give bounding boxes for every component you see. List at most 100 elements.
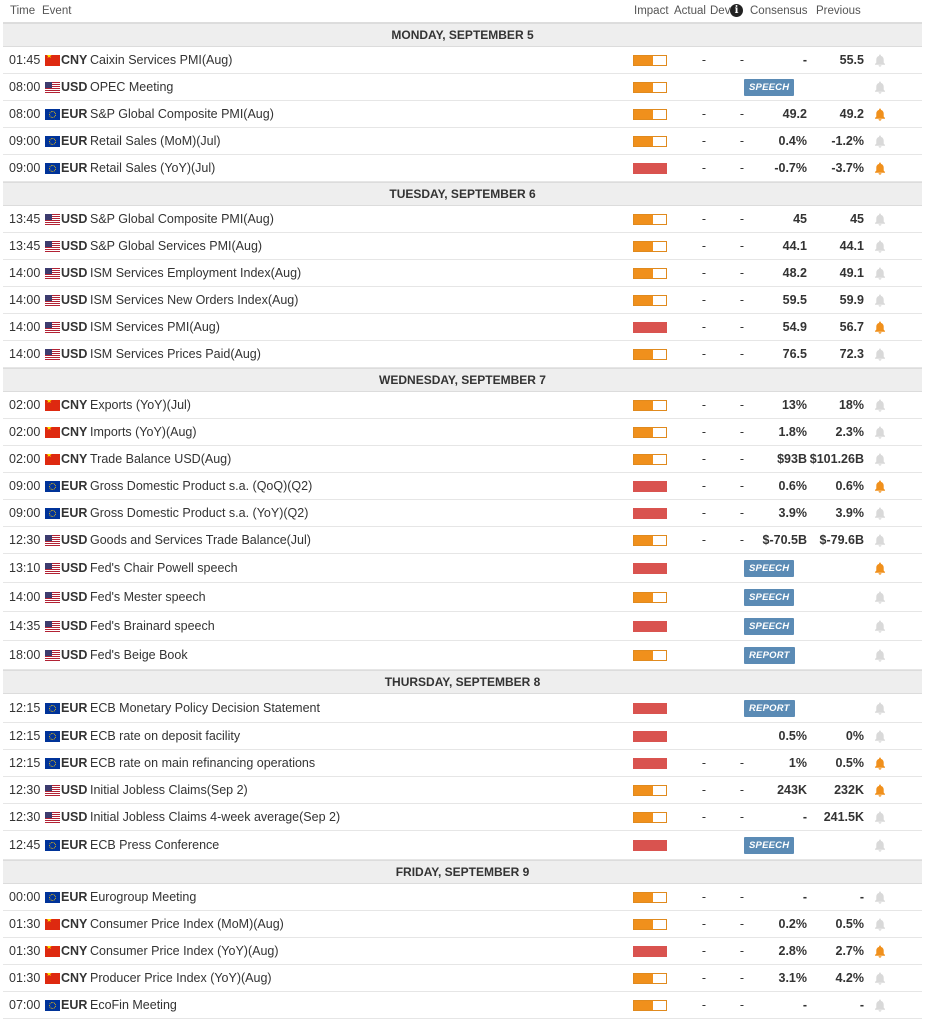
info-icon[interactable]: i <box>730 4 743 17</box>
bell-icon[interactable] <box>874 972 886 985</box>
bell-icon[interactable] <box>874 507 886 520</box>
bell-icon[interactable] <box>874 135 886 148</box>
bell-icon[interactable] <box>874 811 886 824</box>
bell-icon[interactable] <box>874 891 886 904</box>
bell-icon[interactable] <box>874 348 886 361</box>
event-name[interactable]: ISM Services PMI(Aug) <box>90 320 220 334</box>
bell-icon[interactable] <box>874 213 886 226</box>
speech-badge[interactable]: SPEECH <box>744 559 795 577</box>
event-name[interactable]: Fed's Beige Book <box>90 648 188 662</box>
bell-icon[interactable] <box>874 945 886 958</box>
event-name[interactable]: ECB Monetary Policy Decision Statement <box>90 701 320 715</box>
event-name[interactable]: Eurogroup Meeting <box>90 890 197 904</box>
event-name[interactable]: Goods and Services Trade Balance(Jul) <box>90 533 311 547</box>
speech-badge[interactable]: SPEECH <box>744 588 795 606</box>
event-name[interactable]: Caixin Services PMI(Aug) <box>90 53 233 67</box>
speech-badge[interactable]: SPEECH <box>744 78 795 96</box>
bell-icon[interactable] <box>874 649 886 662</box>
table-row[interactable]: 14:35 USD Fed's Brainard speech SPEECH <box>3 612 922 641</box>
event-name[interactable]: Gross Domestic Product s.a. (YoY)(Q2) <box>90 506 309 520</box>
event-name[interactable]: Gross Domestic Product s.a. (QoQ)(Q2) <box>90 479 313 493</box>
bell-icon[interactable] <box>874 562 886 575</box>
bell-icon[interactable] <box>874 294 886 307</box>
event-name[interactable]: Imports (YoY)(Aug) <box>90 425 197 439</box>
bell-icon[interactable] <box>874 702 886 715</box>
event-name[interactable]: ECB Press Conference <box>90 838 220 852</box>
table-row[interactable]: 09:00 EUR Retail Sales (MoM)(Jul) - - 0.4% -1.… <box>3 128 922 155</box>
bell-icon[interactable] <box>874 321 886 334</box>
event-name[interactable]: Fed's Mester speech <box>90 590 206 604</box>
bell-icon[interactable] <box>874 591 886 604</box>
header-event[interactable]: Event <box>42 5 72 17</box>
event-name[interactable]: EcoFin Meeting <box>90 998 177 1012</box>
bell-icon[interactable] <box>874 999 886 1012</box>
event-name[interactable]: Consumer Price Index (YoY)(Aug) <box>90 944 279 958</box>
header-previous[interactable]: Previous <box>816 5 861 17</box>
header-time[interactable]: Time <box>10 5 36 17</box>
table-row[interactable]: 12:45 EUR ECB Press Conference SPEECH <box>3 831 922 860</box>
speech-badge[interactable]: SPEECH <box>744 617 795 635</box>
bell-icon[interactable] <box>874 839 886 852</box>
table-row[interactable]: 13:45 USD S&P Global Composite PMI(Aug) - - 4… <box>3 206 922 233</box>
event-name[interactable]: Initial Jobless Claims 4-week average(Se… <box>90 810 341 824</box>
bell-icon[interactable] <box>874 534 886 547</box>
event-name[interactable]: ISM Services New Orders Index(Aug) <box>90 293 299 307</box>
event-name[interactable]: Fed's Brainard speech <box>90 619 215 633</box>
event-name[interactable]: Retail Sales (MoM)(Jul) <box>90 134 221 148</box>
event-name[interactable]: S&P Global Composite PMI(Aug) <box>90 107 274 121</box>
report-badge[interactable]: REPORT <box>744 699 795 717</box>
bell-icon[interactable] <box>874 399 886 412</box>
bell-icon[interactable] <box>874 784 886 797</box>
event-name[interactable]: ISM Services Employment Index(Aug) <box>90 266 302 280</box>
report-badge[interactable]: REPORT <box>744 646 795 664</box>
event-name[interactable]: OPEC Meeting <box>90 80 174 94</box>
table-row[interactable]: 14:00 USD ISM Services Prices Paid(Aug) - - 7… <box>3 341 922 368</box>
event-name[interactable]: Initial Jobless Claims(Sep 2) <box>90 783 248 797</box>
table-row[interactable]: 08:00 USD OPEC Meeting SPEECH <box>3 74 922 101</box>
header-actual[interactable]: Actual <box>674 5 706 17</box>
event-name[interactable]: Producer Price Index (YoY)(Aug) <box>90 971 272 985</box>
table-row[interactable]: 07:00 EUR EcoFin Meeting - - - - <box>3 992 922 1019</box>
table-row[interactable]: 14:00 USD ISM Services New Orders Index(Au… <box>3 287 922 314</box>
event-name[interactable]: Fed's Chair Powell speech <box>90 561 238 575</box>
event-name[interactable]: Trade Balance USD(Aug) <box>90 452 232 466</box>
table-row[interactable]: 12:15 EUR ECB rate on deposit facility 0.5%… <box>3 723 922 750</box>
table-row[interactable]: 12:30 USD Initial Jobless Claims(Sep 2) - - 2… <box>3 777 922 804</box>
bell-icon[interactable] <box>874 757 886 770</box>
table-row[interactable]: 18:00 USD Fed's Beige Book REPORT <box>3 641 922 670</box>
table-row[interactable]: 00:00 EUR Eurogroup Meeting - - - - <box>3 884 922 911</box>
bell-icon[interactable] <box>874 267 886 280</box>
table-row[interactable]: 14:00 USD Fed's Mester speech SPEECH <box>3 583 922 612</box>
table-row[interactable]: 09:00 EUR Gross Domestic Product s.a. (QoQ… <box>3 473 922 500</box>
bell-icon[interactable] <box>874 426 886 439</box>
bell-icon[interactable] <box>874 453 886 466</box>
event-name[interactable]: Retail Sales (YoY)(Jul) <box>90 161 216 175</box>
bell-icon[interactable] <box>874 54 886 67</box>
event-name[interactable]: ECB rate on deposit facility <box>90 729 241 743</box>
table-row[interactable]: 14:00 USD ISM Services Employment Index(Au… <box>3 260 922 287</box>
event-name[interactable]: Exports (YoY)(Jul) <box>90 398 191 412</box>
table-row[interactable]: 12:15 EUR ECB Monetary Policy Decision Sta… <box>3 694 922 723</box>
header-consensus[interactable]: Consensus <box>750 5 808 17</box>
table-row[interactable]: 12:15 EUR ECB rate on main refinancing ope… <box>3 750 922 777</box>
event-name[interactable]: ISM Services Prices Paid(Aug) <box>90 347 261 361</box>
header-impact[interactable]: Impact <box>634 5 669 17</box>
speech-badge[interactable]: SPEECH <box>744 836 795 854</box>
bell-icon[interactable] <box>874 918 886 931</box>
event-name[interactable]: ECB rate on main refinancing operations <box>90 756 316 770</box>
table-row[interactable]: 13:10 USD Fed's Chair Powell speech SPEECH <box>3 554 922 583</box>
bell-icon[interactable] <box>874 240 886 253</box>
bell-icon[interactable] <box>874 480 886 493</box>
bell-icon[interactable] <box>874 81 886 94</box>
bell-icon[interactable] <box>874 620 886 633</box>
table-row[interactable]: 08:00 EUR S&P Global Composite PMI(Aug) - - 4… <box>3 101 922 128</box>
bell-icon[interactable] <box>874 108 886 121</box>
bell-icon[interactable] <box>874 730 886 743</box>
